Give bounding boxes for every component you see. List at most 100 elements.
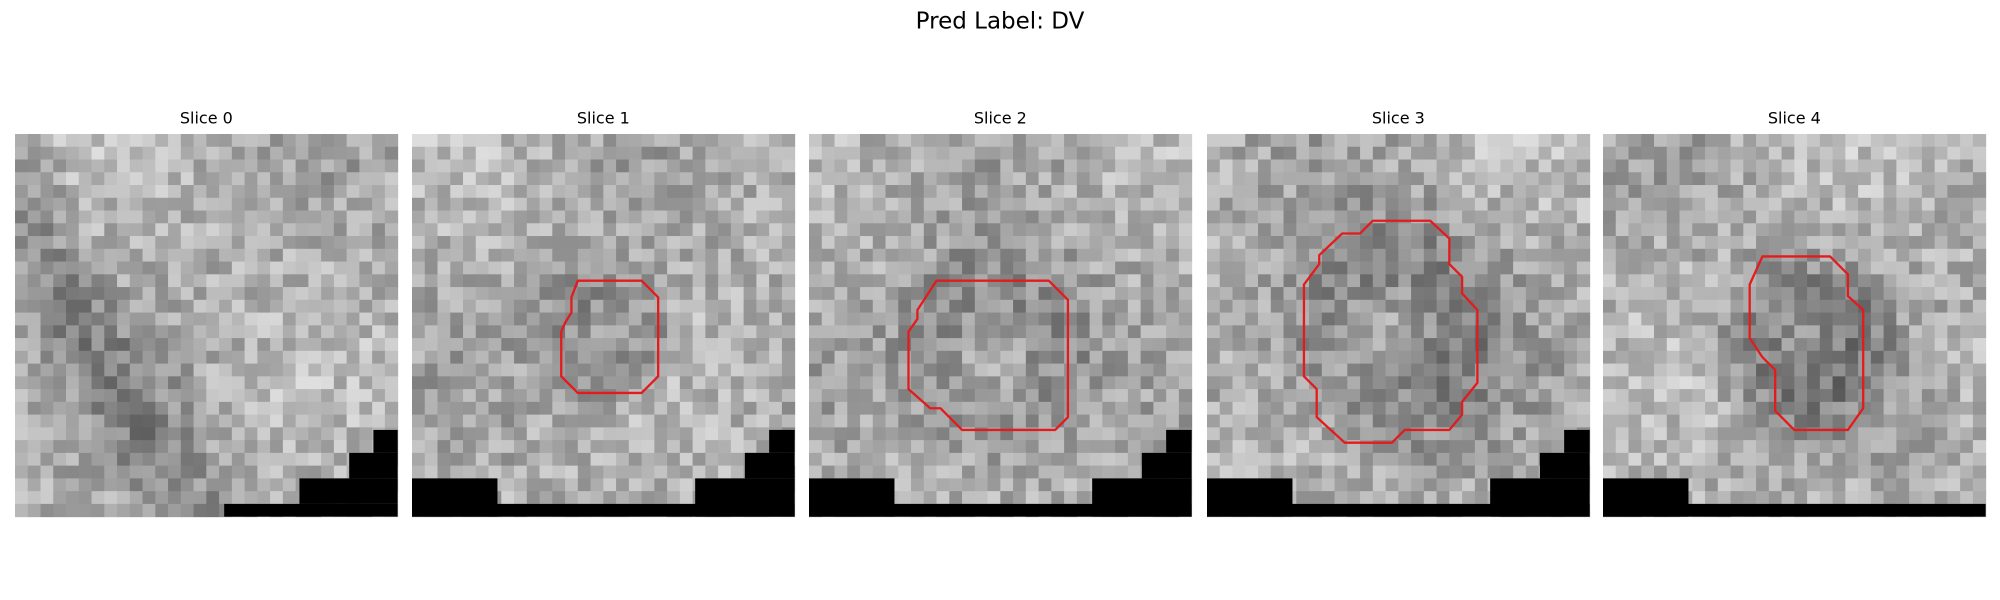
image-pixel [1768, 465, 1783, 479]
image-pixel [168, 134, 182, 148]
image-pixel [206, 134, 220, 148]
image-pixel [244, 185, 258, 199]
image-pixel [1551, 261, 1565, 275]
image-pixel [1564, 299, 1578, 314]
image-pixel [987, 197, 1001, 212]
image-pixel [257, 452, 271, 467]
image-pixel [193, 274, 207, 288]
image-pixel [923, 389, 938, 403]
image-pixel [384, 389, 399, 403]
image-pixel [1896, 299, 1910, 314]
image-pixel [1807, 389, 1821, 403]
image-pixel [206, 325, 220, 339]
image-pixel [1038, 159, 1052, 173]
image-pixel [142, 440, 156, 454]
image-pixel [1628, 389, 1642, 403]
image-pixel [424, 401, 439, 416]
image-pixel [1321, 465, 1336, 479]
image-pixel [1321, 274, 1336, 288]
image-pixel [1219, 440, 1234, 454]
image-pixel [1819, 146, 1834, 161]
image-pixel [552, 197, 566, 212]
image-pixel [1666, 299, 1681, 314]
image-pixel [898, 210, 912, 224]
image-pixel [1296, 427, 1310, 441]
image-pixel [1692, 465, 1706, 479]
image-pixel [756, 376, 770, 390]
image-pixel [40, 248, 54, 263]
image-pixel [450, 350, 464, 365]
image-pixel [885, 146, 899, 161]
image-pixel [168, 465, 182, 479]
image-pixel [1102, 325, 1116, 339]
image-pixel [1921, 414, 1936, 428]
image-pixel [1641, 440, 1655, 454]
image-pixel [526, 210, 541, 224]
image-pixel [1245, 287, 1259, 301]
image-pixel [1013, 159, 1027, 173]
image-pixel [219, 159, 233, 173]
image-pixel [1768, 350, 1783, 365]
image-pixel [1972, 350, 1987, 365]
image-pixel [1551, 248, 1565, 263]
image-pixel [526, 350, 541, 365]
image-pixel [962, 414, 976, 428]
image-pixel [53, 236, 67, 250]
image-pixel [1449, 312, 1463, 326]
image-pixel [1207, 389, 1221, 403]
image-pixel [1513, 274, 1527, 288]
image-pixel [974, 350, 989, 365]
image-pixel [1858, 287, 1872, 301]
image-pixel [1013, 134, 1027, 148]
image-pixel [692, 274, 706, 288]
image-pixel [117, 299, 131, 314]
image-pixel [1219, 197, 1234, 212]
image-pixel [539, 261, 553, 275]
image-pixel [1756, 223, 1770, 237]
image-pixel [962, 350, 976, 365]
image-pixel [1219, 465, 1234, 479]
image-pixel [1436, 159, 1450, 173]
image-pixel [424, 325, 439, 339]
image-pixel [155, 248, 169, 263]
image-pixel [1615, 223, 1630, 237]
image-pixel [1166, 401, 1180, 416]
image-pixel [860, 299, 874, 314]
image-pixel [53, 503, 67, 518]
image-pixel [437, 146, 451, 161]
image-pixel [692, 376, 706, 390]
image-pixel [359, 376, 373, 390]
image-pixel [1794, 338, 1808, 352]
image-pixel [743, 312, 757, 326]
image-pixel [1513, 325, 1527, 339]
image-pixel [923, 478, 938, 492]
image-pixel [552, 261, 566, 275]
image-pixel [53, 452, 67, 467]
image-pixel [117, 261, 131, 275]
image-pixel [282, 185, 297, 199]
image-pixel [860, 185, 874, 199]
image-pixel [1038, 363, 1052, 377]
image-pixel [885, 465, 899, 479]
image-pixel [667, 312, 681, 326]
image-pixel [1076, 465, 1091, 479]
image-pixel [359, 248, 373, 263]
image-pixel [1051, 491, 1065, 505]
image-pixel [949, 452, 963, 467]
image-pixel [974, 146, 989, 161]
image-pixel [1883, 172, 1897, 186]
image-pixel [270, 363, 284, 377]
image-pixel [53, 299, 67, 314]
image-pixel [987, 478, 1001, 492]
image-pixel [565, 236, 579, 250]
image-pixel [1283, 261, 1297, 275]
image-pixel [15, 274, 29, 288]
image-pixel [1436, 350, 1450, 365]
image-pixel [1870, 427, 1885, 441]
image-pixel [142, 299, 156, 314]
image-pixel [1360, 134, 1374, 148]
image-pixel [193, 185, 207, 199]
image-pixel [730, 363, 745, 377]
image-pixel [155, 287, 169, 301]
image-pixel [809, 210, 823, 224]
